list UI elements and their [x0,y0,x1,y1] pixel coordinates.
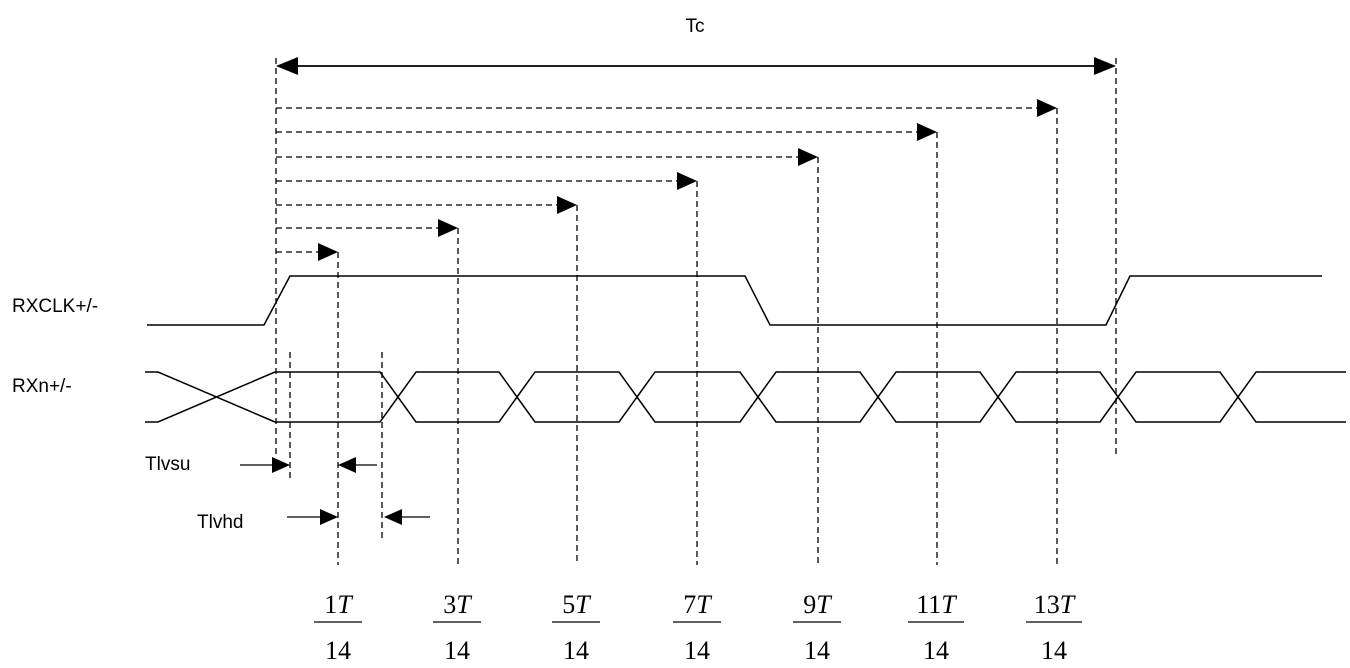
fraction-1T-14: 1T 14 [314,590,362,665]
svg-text:9T: 9T [803,590,832,619]
strobe-arrow-7 [276,172,698,565]
setup-time-label: Tlvsu [145,454,190,475]
fraction-3T-14: 3T 14 [433,590,481,665]
strobe-arrow-1 [276,243,339,565]
fraction-7T-14: 7T 14 [673,590,721,665]
svg-text:1T: 1T [324,590,353,619]
svg-text:14: 14 [804,636,830,665]
data-eye-waveform [145,371,1346,423]
svg-text:14: 14 [1041,636,1067,665]
svg-text:5T: 5T [562,590,591,619]
svg-text:14: 14 [684,636,710,665]
svg-text:14: 14 [444,636,470,665]
fraction-13T-14: 13T 14 [1026,590,1082,665]
svg-text:14: 14 [563,636,589,665]
setup-time-arrows [240,457,377,473]
svg-text:3T: 3T [443,590,472,619]
svg-text:14: 14 [325,636,351,665]
fraction-5T-14: 5T 14 [552,590,600,665]
fraction-9T-14: 9T 14 [793,590,841,665]
fraction-11T-14: 11T 14 [908,590,964,665]
strobe-arrow-3 [276,219,459,565]
svg-text:14: 14 [923,636,949,665]
tc-period-arrow [276,57,1116,75]
hold-time-arrows [287,509,430,525]
clock-signal-label: RXCLK+/- [12,296,98,317]
tc-label: Tc [686,16,705,37]
strobe-arrow-5 [276,196,578,565]
strobe-arrow-13 [276,99,1058,565]
svg-text:7T: 7T [683,590,712,619]
strobe-arrow-11 [276,123,938,565]
hold-time-label: Tlvhd [197,512,243,533]
data-signal-label: RXn+/- [12,376,72,397]
strobe-arrow-9 [276,148,819,565]
svg-text:11T: 11T [916,590,957,619]
svg-text:13T: 13T [1034,590,1076,619]
clock-waveform [147,275,1322,326]
